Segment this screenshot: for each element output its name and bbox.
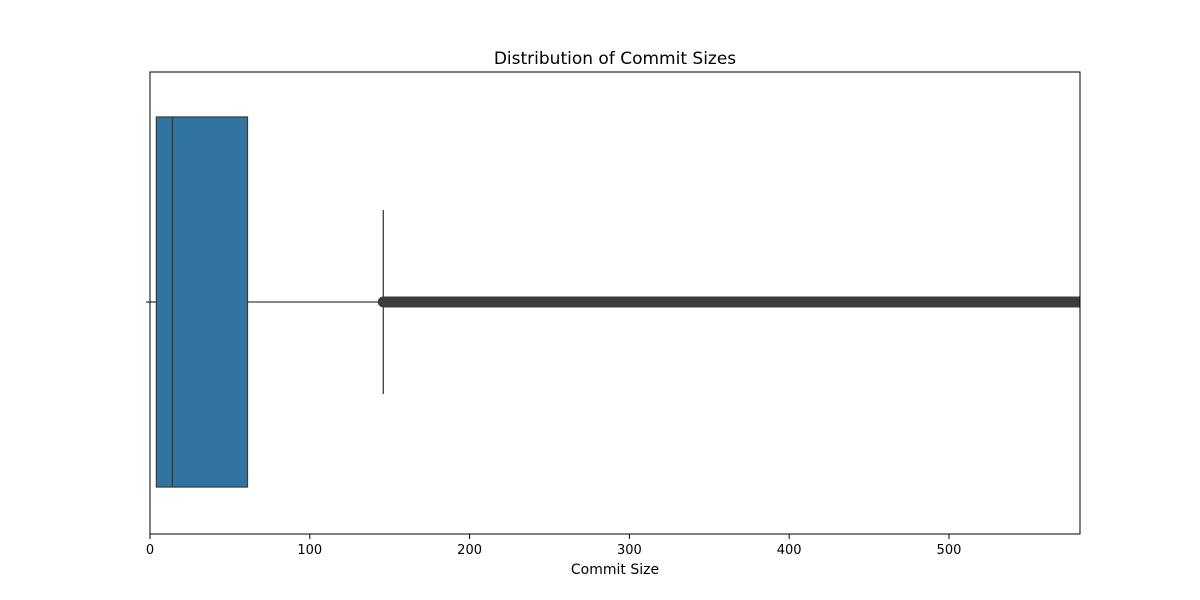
x-tick-label: 400 bbox=[777, 543, 802, 558]
plot-frame bbox=[149, 71, 1081, 535]
x-tick-label: 500 bbox=[937, 543, 962, 558]
x-axis: 0 100 200 300 400 500 bbox=[146, 534, 962, 558]
plot-area bbox=[146, 116, 1080, 488]
x-axis-label: Commit Size bbox=[571, 562, 659, 578]
x-tick-label: 100 bbox=[297, 543, 322, 558]
chart-title: Distribution of Commit Sizes bbox=[494, 49, 736, 69]
x-tick-label: 200 bbox=[457, 543, 482, 558]
iqr-box bbox=[155, 116, 249, 488]
x-tick-label: 0 bbox=[146, 543, 154, 558]
x-tick-label: 300 bbox=[617, 543, 642, 558]
